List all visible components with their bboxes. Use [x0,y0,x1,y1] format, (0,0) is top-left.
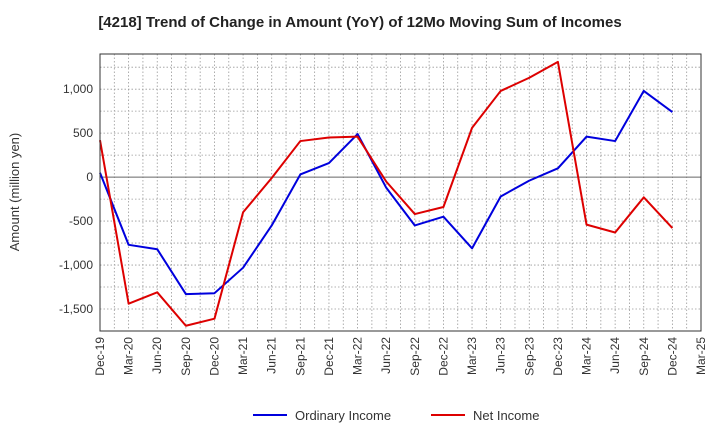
x-tick-label: Jun-23 [494,337,508,374]
x-tick-label: Jun-21 [265,337,279,374]
x-tick-label: Dec-22 [436,337,450,376]
series-lines [99,60,674,327]
x-tick-label: Mar-25 [694,337,708,375]
x-tick-label: Jun-24 [608,337,622,374]
x-tick-label: Jun-20 [150,337,164,374]
y-tick-label: -1,500 [59,302,93,316]
x-tick-label: Mar-24 [580,337,594,375]
x-tick-label: Sep-22 [408,337,422,376]
y-tick-label: 0 [86,170,93,184]
x-tick-label: Mar-21 [236,337,250,375]
x-tick-label: Jun-22 [379,337,393,374]
x-tick-label: Mar-22 [351,337,365,375]
x-tick-label: Sep-23 [522,337,536,376]
legend: Ordinary Income Net Income [253,408,539,423]
grid-lines [99,54,702,332]
y-axis-title: Amount (million yen) [7,133,22,252]
x-tick-label: Sep-21 [293,337,307,376]
x-tick-label: Dec-21 [322,337,336,376]
legend-label-ordinary-income: Ordinary Income [295,408,391,423]
x-tick-label: Mar-23 [465,337,479,375]
x-tick-label: Sep-24 [637,337,651,376]
legend-label-net-income: Net Income [473,408,539,423]
y-tick-label: -1,000 [59,258,93,272]
x-axis-ticks: Dec-19 Mar-20 Jun-20 Sep-20 Dec-20 Mar-21 Jun-… [93,337,708,376]
y-tick-label: -500 [69,214,93,228]
x-tick-label: Mar-20 [122,337,136,375]
x-tick-label: Dec-19 [93,337,107,376]
plot-border [99,53,702,332]
series-line-ordinary-income [99,89,673,296]
chart-title: [4218] Trend of Change in Amount (YoY) o… [98,14,622,31]
series-line-net-income [99,60,674,327]
y-tick-label: 1,000 [63,82,93,96]
y-tick-label: 500 [73,126,93,140]
x-tick-label: Dec-23 [551,337,565,376]
x-tick-label: Dec-24 [665,337,679,376]
x-tick-label: Dec-20 [207,337,221,376]
y-axis-ticks: 1,000 500 0 -500 -1,000 -1,500 [59,82,93,316]
x-tick-label: Sep-20 [179,337,193,376]
